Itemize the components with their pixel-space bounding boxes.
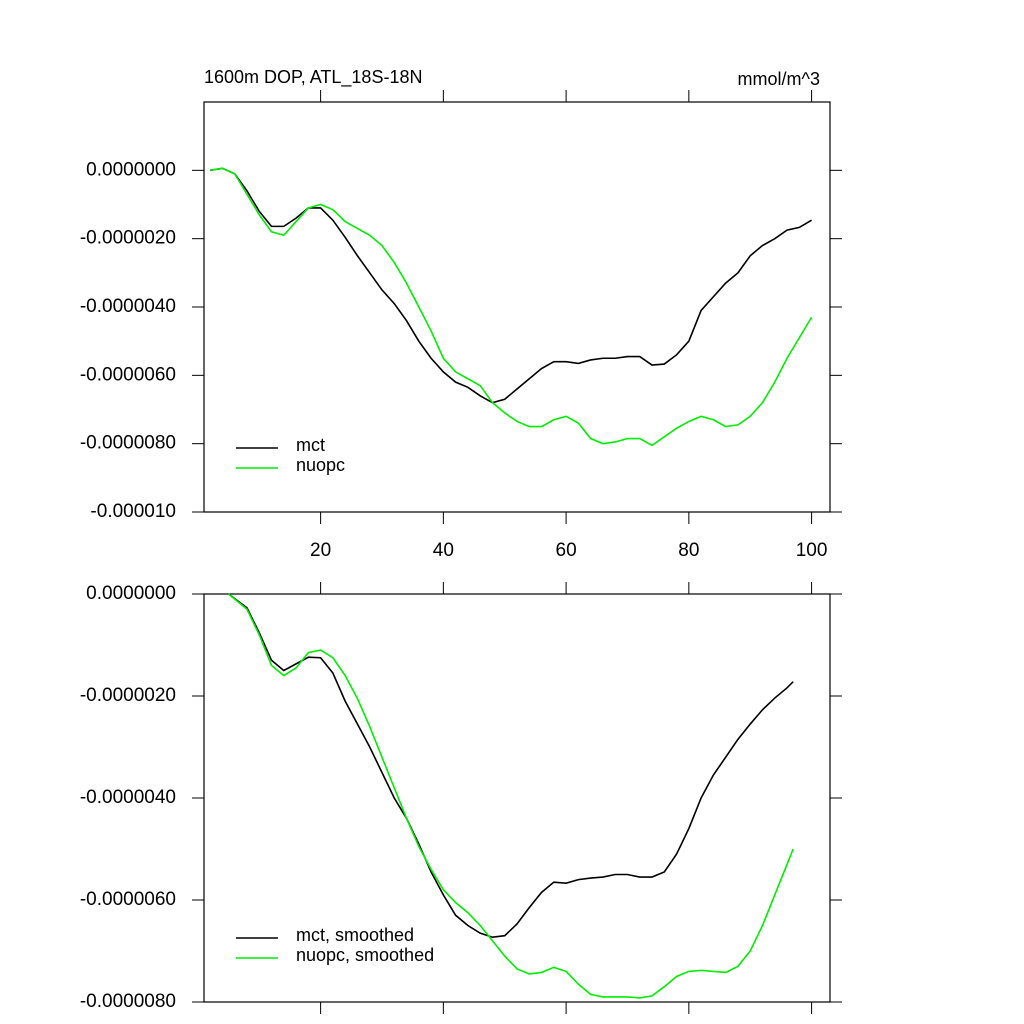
y-tick-label: -0.0000020 (80, 228, 176, 249)
x-tick-label: 60 (556, 540, 577, 561)
legend-label: mct (296, 435, 325, 455)
y-tick-label: 0.0000000 (86, 583, 176, 604)
units-label: mmol/m^3 (738, 69, 820, 89)
legend-label: nuopc (296, 455, 345, 475)
series-line (210, 167, 813, 447)
y-tick-label: -0.000010 (90, 501, 176, 522)
y-tick-label: 0.0000000 (86, 159, 176, 180)
series-line (228, 593, 794, 999)
series-line (228, 593, 794, 939)
y-tick-label: -0.0000040 (80, 787, 176, 808)
x-tick-label: 20 (310, 540, 331, 561)
y-tick-label: -0.0000020 (80, 685, 176, 706)
y-tick-label: -0.0000060 (80, 889, 176, 910)
x-tick-label: 100 (796, 540, 828, 561)
legend-label: mct, smoothed (296, 925, 414, 945)
y-tick-label: -0.0000080 (80, 433, 176, 454)
y-tick-label: -0.0000060 (80, 364, 176, 385)
x-tick-label: 40 (433, 540, 454, 561)
chart-title: 1600m DOP, ATL_18S-18N (204, 67, 422, 88)
x-tick-label: 80 (678, 540, 699, 561)
legend-label: nuopc, smoothed (296, 945, 434, 965)
y-tick-label: -0.0000040 (80, 296, 176, 317)
series-line (210, 167, 812, 404)
y-tick-label: -0.0000080 (80, 991, 176, 1012)
